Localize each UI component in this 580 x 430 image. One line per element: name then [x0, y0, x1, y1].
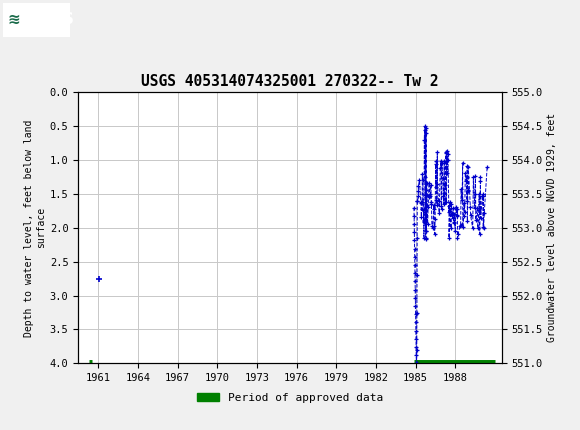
- Y-axis label: Depth to water level, feet below land
surface: Depth to water level, feet below land su…: [24, 119, 46, 337]
- Legend: Period of approved data: Period of approved data: [193, 388, 387, 407]
- Bar: [3, 3, 70, 37]
- Text: USGS: USGS: [28, 12, 75, 27]
- Y-axis label: Groundwater level above NGVD 1929, feet: Groundwater level above NGVD 1929, feet: [547, 114, 557, 342]
- Text: ≋: ≋: [8, 12, 20, 27]
- Title: USGS 405314074325001 270322-- Tw 2: USGS 405314074325001 270322-- Tw 2: [142, 74, 438, 89]
